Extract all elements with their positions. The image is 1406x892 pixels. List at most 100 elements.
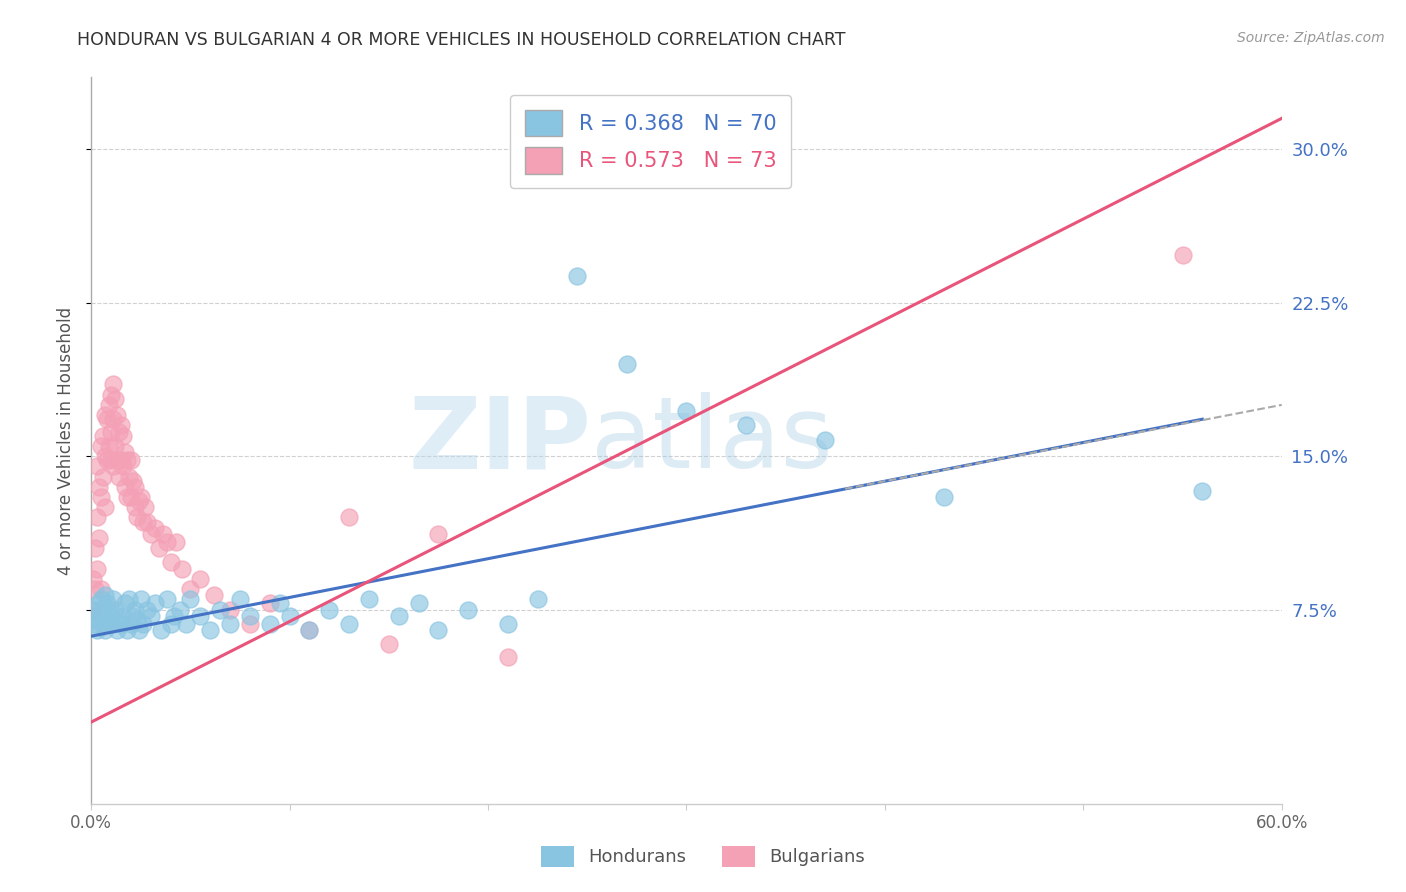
Point	[239, 616, 262, 631]
Point	[357, 592, 380, 607]
Point	[110, 418, 132, 433]
Point	[139, 608, 162, 623]
Point	[87, 480, 110, 494]
Point	[84, 582, 107, 596]
Point	[90, 439, 112, 453]
Point	[94, 500, 117, 515]
Point	[121, 474, 143, 488]
Point	[159, 556, 181, 570]
Point	[159, 616, 181, 631]
Point	[96, 453, 118, 467]
Point	[378, 637, 401, 651]
Point	[259, 616, 281, 631]
Point	[337, 510, 360, 524]
Point	[101, 412, 124, 426]
Point	[457, 602, 479, 616]
Point	[188, 572, 211, 586]
Point	[169, 602, 191, 616]
Point	[567, 268, 589, 283]
Point	[239, 608, 262, 623]
Point	[82, 572, 104, 586]
Point	[90, 608, 112, 623]
Point	[84, 616, 107, 631]
Point	[124, 480, 146, 494]
Point	[129, 490, 152, 504]
Point	[337, 616, 360, 631]
Point	[96, 412, 118, 426]
Point	[128, 623, 150, 637]
Point	[101, 459, 124, 474]
Legend: Hondurans, Bulgarians: Hondurans, Bulgarians	[534, 838, 872, 874]
Point	[86, 561, 108, 575]
Point	[134, 500, 156, 515]
Point	[526, 592, 548, 607]
Point	[108, 469, 131, 483]
Point	[100, 387, 122, 401]
Point	[94, 449, 117, 463]
Text: Source: ZipAtlas.com: Source: ZipAtlas.com	[1237, 31, 1385, 45]
Point	[100, 616, 122, 631]
Point	[408, 596, 430, 610]
Point	[675, 404, 697, 418]
Point	[86, 459, 108, 474]
Point	[105, 408, 128, 422]
Point	[1171, 248, 1194, 262]
Point	[132, 515, 155, 529]
Point	[104, 392, 127, 406]
Point	[152, 526, 174, 541]
Point	[115, 453, 138, 467]
Point	[155, 592, 177, 607]
Point	[172, 561, 194, 575]
Point	[108, 425, 131, 439]
Point	[179, 592, 201, 607]
Point	[496, 649, 519, 664]
Point	[82, 613, 104, 627]
Point	[96, 596, 118, 610]
Point	[219, 616, 242, 631]
Point	[105, 623, 128, 637]
Point	[125, 613, 148, 627]
Point	[143, 521, 166, 535]
Point	[129, 592, 152, 607]
Point	[1191, 483, 1213, 498]
Point	[202, 588, 225, 602]
Y-axis label: 4 or more Vehicles in Household: 4 or more Vehicles in Household	[58, 307, 75, 574]
Point	[90, 582, 112, 596]
Point	[101, 377, 124, 392]
Point	[104, 439, 127, 453]
Point	[298, 623, 321, 637]
Point	[98, 398, 121, 412]
Point	[132, 616, 155, 631]
Point	[86, 608, 108, 623]
Point	[110, 616, 132, 631]
Point	[616, 357, 638, 371]
Text: atlas: atlas	[591, 392, 832, 489]
Point	[105, 453, 128, 467]
Point	[143, 596, 166, 610]
Point	[98, 602, 121, 616]
Point	[100, 608, 122, 623]
Point	[90, 592, 112, 607]
Point	[108, 613, 131, 627]
Point	[120, 490, 142, 504]
Point	[188, 608, 211, 623]
Point	[111, 428, 134, 442]
Point	[200, 623, 222, 637]
Point	[114, 480, 136, 494]
Point	[934, 490, 956, 504]
Point	[110, 453, 132, 467]
Point	[87, 613, 110, 627]
Point	[166, 535, 188, 549]
Point	[86, 510, 108, 524]
Point	[318, 602, 340, 616]
Point	[135, 515, 157, 529]
Point	[90, 490, 112, 504]
Point	[121, 608, 143, 623]
Point	[259, 596, 281, 610]
Point	[135, 602, 157, 616]
Point	[427, 623, 450, 637]
Point	[98, 439, 121, 453]
Point	[114, 445, 136, 459]
Point	[496, 616, 519, 631]
Point	[124, 500, 146, 515]
